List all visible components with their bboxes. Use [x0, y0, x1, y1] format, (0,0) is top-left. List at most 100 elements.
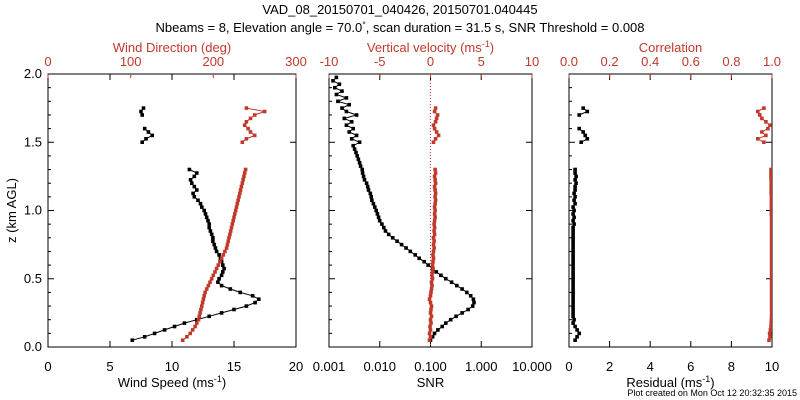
- data-point: [572, 198, 576, 203]
- data-point: [432, 109, 437, 114]
- data-point: [571, 242, 575, 247]
- data-point: [571, 294, 575, 298]
- data-point: [203, 290, 207, 295]
- data-point: [767, 331, 772, 336]
- data-point: [429, 287, 434, 291]
- y-axis-label: z (km AGL): [4, 178, 19, 243]
- data-point: [344, 123, 349, 127]
- data-point: [574, 174, 578, 179]
- data-point: [206, 218, 210, 223]
- data-point: [223, 249, 227, 254]
- y-tick-label: 0.0: [24, 339, 42, 354]
- bottom-tick-label: 6: [687, 359, 694, 374]
- data-point: [769, 317, 772, 322]
- data-point: [432, 218, 437, 223]
- data-point: [357, 160, 362, 165]
- data-point: [413, 253, 417, 257]
- data-point: [433, 215, 437, 220]
- data-point: [200, 205, 204, 209]
- data-point: [433, 167, 437, 172]
- data-point: [571, 300, 575, 305]
- data-point: [433, 208, 437, 213]
- data-point: [144, 137, 148, 141]
- data-point: [471, 297, 476, 301]
- data-point: [146, 130, 151, 134]
- data-point: [571, 321, 575, 325]
- data-point: [430, 276, 435, 281]
- data-point: [433, 198, 438, 203]
- data-point: [221, 270, 225, 274]
- data-point: [581, 106, 585, 110]
- data-point: [769, 253, 772, 257]
- data-point: [192, 184, 197, 189]
- data-point: [769, 256, 772, 261]
- data-point: [769, 246, 772, 250]
- data-point: [228, 229, 233, 233]
- data-point: [768, 123, 772, 127]
- data-point: [769, 174, 772, 179]
- data-point: [571, 249, 575, 254]
- data-point: [228, 287, 233, 291]
- data-point: [430, 273, 434, 278]
- data-point: [571, 273, 575, 278]
- data-point: [769, 324, 772, 329]
- top-tick-label: 0.2: [601, 54, 619, 69]
- data-point: [240, 181, 245, 185]
- data-point: [769, 259, 772, 264]
- data-point: [571, 205, 575, 209]
- data-point: [195, 321, 199, 325]
- data-point: [232, 307, 236, 312]
- data-point: [574, 181, 578, 185]
- data-point: [365, 184, 370, 189]
- data-point: [340, 106, 344, 110]
- data-point: [444, 276, 448, 281]
- data-point: [472, 300, 476, 305]
- data-point: [430, 335, 435, 339]
- data-point: [466, 307, 470, 312]
- data-point: [366, 188, 371, 192]
- panel-3-series: [571, 106, 772, 342]
- data-point: [760, 116, 764, 121]
- data-point: [250, 294, 255, 298]
- data-point: [426, 263, 430, 267]
- data-point: [383, 229, 388, 233]
- data-point: [571, 232, 575, 237]
- data-point: [202, 294, 206, 298]
- data-point: [769, 215, 772, 220]
- data-point: [431, 236, 436, 240]
- data-point: [579, 140, 583, 144]
- data-point: [769, 205, 772, 209]
- top-tick-label: 0: [427, 54, 434, 69]
- data-point: [573, 338, 577, 342]
- data-point: [382, 225, 386, 230]
- data-point: [432, 246, 436, 250]
- top-tick-label: 0.6: [682, 54, 700, 69]
- data-point: [769, 297, 772, 301]
- data-point: [333, 85, 337, 90]
- data-point: [200, 304, 204, 308]
- data-point: [573, 171, 577, 175]
- data-point: [432, 212, 437, 216]
- data-point: [769, 311, 772, 315]
- data-point: [571, 280, 575, 284]
- bottom-tick-label: 1.000: [465, 359, 498, 374]
- data-point: [354, 133, 359, 138]
- data-point: [221, 263, 225, 267]
- data-point: [572, 191, 576, 196]
- data-point: [431, 256, 436, 261]
- data-point: [331, 79, 335, 83]
- data-point: [253, 300, 257, 305]
- data-point: [227, 236, 231, 240]
- data-point: [428, 311, 433, 315]
- data-point: [344, 109, 349, 114]
- data-point: [364, 181, 369, 185]
- data-point: [429, 321, 433, 325]
- data-point: [468, 294, 473, 298]
- data-point: [430, 270, 435, 274]
- data-point: [769, 201, 772, 206]
- data-point: [200, 300, 205, 305]
- data-point: [370, 198, 374, 203]
- data-point: [244, 304, 249, 308]
- data-point: [152, 331, 157, 336]
